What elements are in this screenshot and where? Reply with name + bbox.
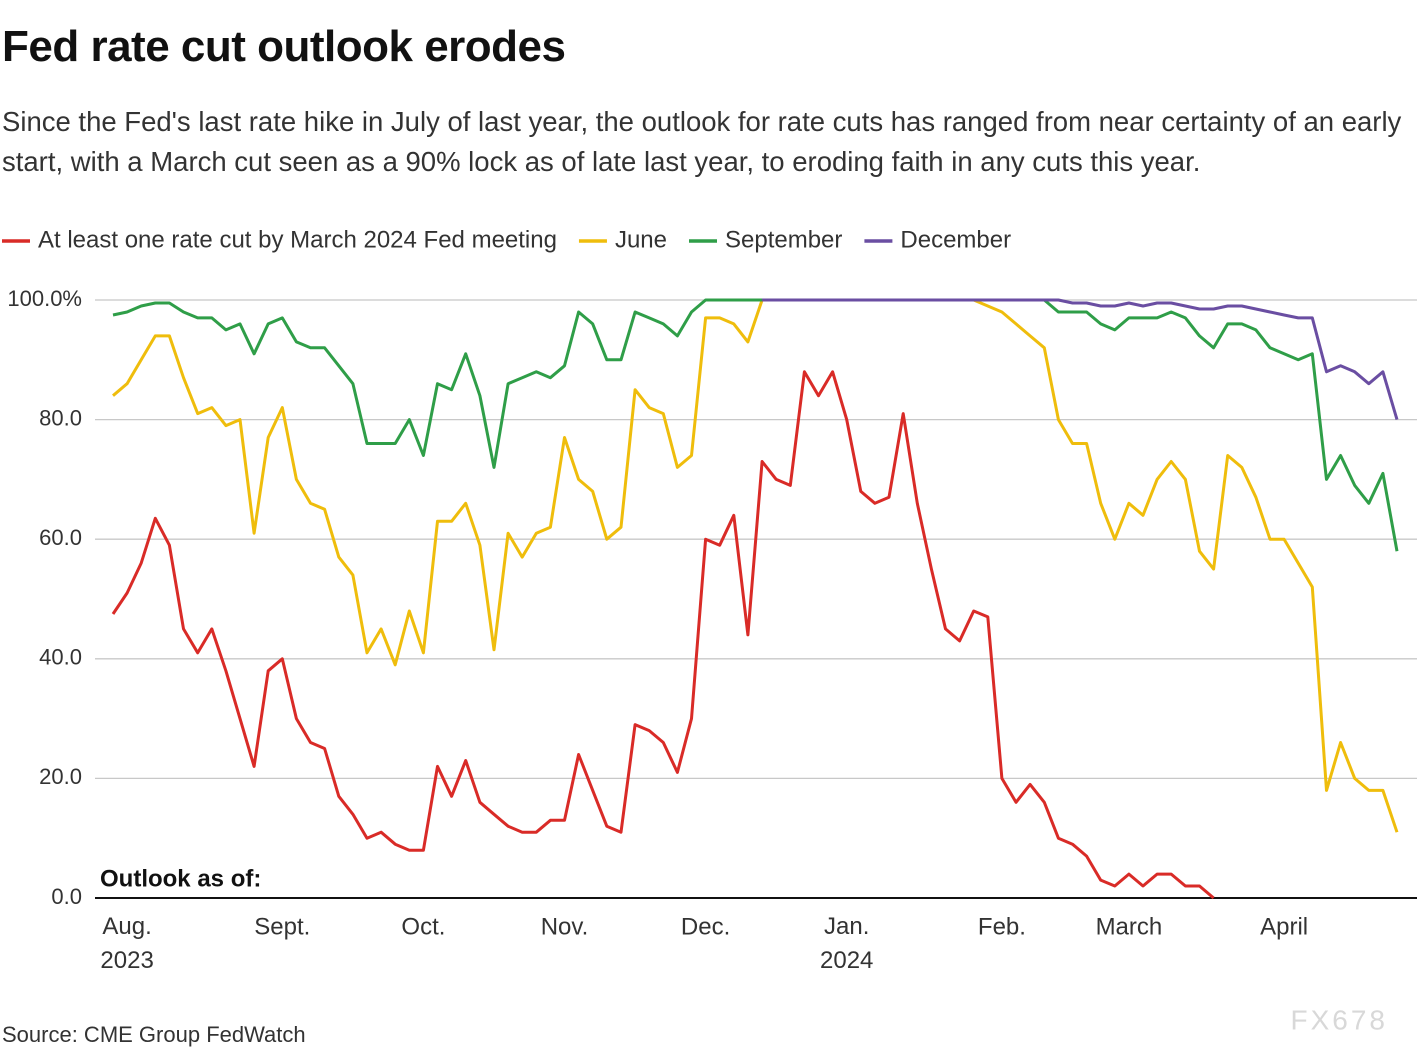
legend-label: September xyxy=(725,226,842,253)
x-tick-label: Feb. xyxy=(978,913,1026,940)
series-line xyxy=(112,298,1399,833)
x-tick-label: March xyxy=(1096,913,1163,940)
y-tick-label: 40.0 xyxy=(39,645,82,670)
legend-label: June xyxy=(615,226,667,253)
annotation: Outlook as of: xyxy=(100,865,261,892)
chart-title: Fed rate cut outlook erodes xyxy=(2,22,566,71)
legend-label: December xyxy=(900,226,1011,253)
y-tick-label: 100.0% xyxy=(7,286,82,311)
series-line xyxy=(112,298,1399,552)
x-tick-label: Dec. xyxy=(681,913,730,940)
y-tick-label: 20.0 xyxy=(39,764,82,789)
x-tick-label: April xyxy=(1260,913,1308,940)
y-tick-label: 0.0 xyxy=(51,884,82,909)
series-line xyxy=(111,370,1215,900)
y-tick-label: 60.0 xyxy=(39,525,82,550)
series-line xyxy=(762,298,1399,421)
x-tick-label: Sept. xyxy=(254,913,310,940)
x-tick-label: Jan. 2024 xyxy=(820,913,873,974)
chart-subtitle: Since the Fed's last rate hike in July o… xyxy=(2,106,1402,177)
watermark: FX678 xyxy=(1291,1004,1389,1035)
source: Source: CME Group FedWatch xyxy=(2,1022,306,1047)
x-tick-label: Oct. xyxy=(401,913,445,940)
y-tick-label: 80.0 xyxy=(39,405,82,430)
x-tick-label: Aug. 2023 xyxy=(100,913,153,974)
legend-label: At least one rate cut by March 2024 Fed … xyxy=(38,226,557,253)
x-tick-label: Nov. xyxy=(541,913,589,940)
